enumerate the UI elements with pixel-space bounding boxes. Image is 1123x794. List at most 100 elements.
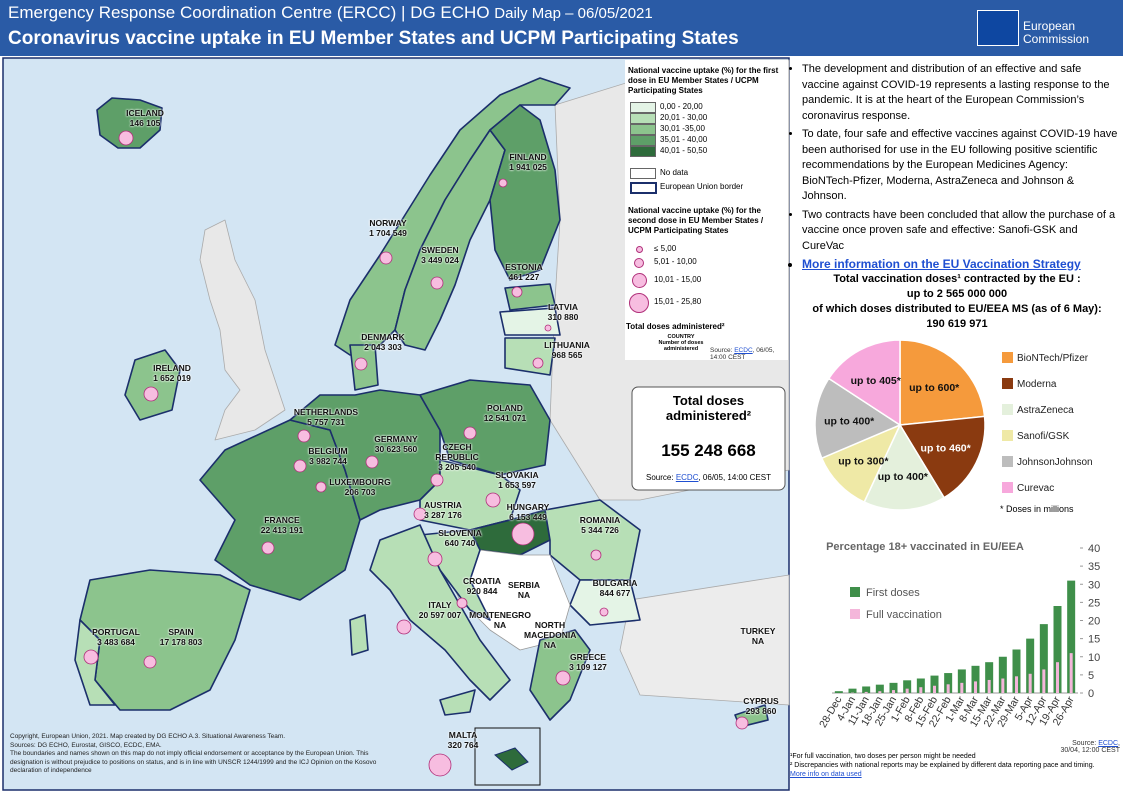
pie-label: up to 400* <box>878 471 929 483</box>
country-name: SLOVENIA <box>438 528 482 538</box>
country-name: GERMANY <box>374 434 418 444</box>
bar <box>864 691 868 693</box>
country-doses: 12 541 071 <box>483 413 527 423</box>
country-doses: 30 623 560 <box>374 444 418 454</box>
dose-circle <box>413 507 427 521</box>
info-link[interactable]: More information on the EU Vaccination S… <box>802 257 1081 271</box>
country-doses: 206 703 <box>344 487 376 497</box>
non-eu-land <box>619 574 790 706</box>
legend-label: 40,01 - 50,50 <box>660 146 708 155</box>
bar <box>987 679 991 693</box>
country-label: MALTA 320 764 <box>423 730 503 750</box>
country-doses: 20 597 007 <box>418 610 462 620</box>
legend-label: 5,01 - 10,00 <box>654 257 697 266</box>
dose-circle <box>428 753 452 777</box>
footnotes: ¹For full vaccination, two doses per per… <box>790 752 1120 779</box>
source-link[interactable]: ECDC <box>734 347 753 354</box>
dose-circle <box>532 357 544 369</box>
legend-label: ≤ 5,00 <box>654 243 677 253</box>
legend-swatch <box>1002 404 1013 415</box>
country-name: MONTENEGRO <box>469 610 531 620</box>
dose-circle <box>315 481 327 493</box>
country-name: AUSTRIA <box>424 500 462 510</box>
country-name: FINLAND <box>509 152 547 162</box>
bar <box>971 665 980 693</box>
bar <box>875 684 884 693</box>
dose-circle <box>83 649 99 665</box>
country-doses: 3 109 127 <box>569 662 607 672</box>
country-label: AUSTRIA 3 287 176 <box>403 500 483 520</box>
y-tick-label: 30 <box>1088 579 1100 591</box>
legend-label: First doses <box>866 587 920 599</box>
legend-swatch <box>630 102 656 113</box>
dose-circle <box>261 541 275 555</box>
country-doses: 3 982 744 <box>309 456 347 466</box>
bar <box>905 688 909 693</box>
legend-sample: COUNTRY Number of doses administered <box>656 334 706 352</box>
country-name: HUNGARY <box>506 502 550 512</box>
bar <box>834 691 843 693</box>
legend-swatch <box>630 135 656 146</box>
bar <box>933 685 936 693</box>
country-doses: 293 860 <box>745 706 777 716</box>
dose-circle <box>430 276 444 290</box>
bar <box>1026 638 1035 693</box>
country-label: CZECH REPUBLIC 3 205 540 <box>431 442 483 472</box>
legend-label: AstraZeneca <box>1017 405 1074 416</box>
country-doses: 2 043 303 <box>364 342 402 352</box>
bar <box>1056 662 1059 693</box>
country-label: LATVIA 310 880 <box>523 302 603 322</box>
pie-slice <box>814 377 902 460</box>
source-link[interactable]: ECDC <box>1098 740 1119 747</box>
bar <box>1067 580 1076 693</box>
country-label: NETHERLANDS 5 757 731 <box>286 407 366 427</box>
bullet: More information on the EU Vaccination S… <box>802 257 1120 273</box>
pie-label: up to 400* <box>824 415 875 427</box>
non-eu-land <box>199 219 286 441</box>
copyright: Copyright, European Union, 2021. Map cre… <box>10 733 380 776</box>
land-shape <box>569 579 641 626</box>
bullet: To date, four safe and effective vaccine… <box>802 127 1120 205</box>
country-doses: 3 449 024 <box>421 255 459 265</box>
country-name: SWEDEN <box>421 245 459 255</box>
country-doses: 310 880 <box>547 312 579 322</box>
country-doses: 640 740 <box>444 538 476 548</box>
header: Emergency Response Coordination Centre (… <box>0 0 1123 56</box>
source: , <box>1118 740 1120 747</box>
y-tick-label: 25 <box>1088 597 1100 609</box>
total-source: Source: ECDC, 06/05, 14:00 CEST <box>632 473 785 482</box>
source: Source: <box>710 347 735 354</box>
country-label: NORWAY 1 704 549 <box>348 218 428 238</box>
inset-land <box>494 747 529 771</box>
country-label: IRELAND 1 652 019 <box>132 363 212 383</box>
source: Source: <box>1072 740 1099 747</box>
size-symbol <box>634 258 644 268</box>
bar <box>1042 669 1046 693</box>
legend-label: 35,01 - 40,00 <box>660 135 708 144</box>
country-name: PORTUGAL <box>92 627 140 637</box>
logo-line: European <box>1023 19 1076 33</box>
country-label: ICELAND 146 105 <box>105 108 185 128</box>
header-org: Emergency Response Coordination Centre (… <box>8 3 653 23</box>
dose-circle <box>143 655 157 669</box>
country-name: TURKEY <box>740 626 776 636</box>
total-value: 155 248 668 <box>661 441 756 460</box>
country-name: CROATIA <box>462 576 502 586</box>
bar <box>946 684 950 693</box>
country-label: DENMARK 2 043 303 <box>343 332 423 352</box>
bar <box>878 691 882 693</box>
dose-circle <box>365 455 379 469</box>
country-name: SLOVAKIA <box>495 470 539 480</box>
bar <box>916 678 925 693</box>
bar <box>1069 653 1073 693</box>
pie-slice <box>899 339 986 426</box>
bar <box>944 673 953 693</box>
country-label: HUNGARY 6 153 449 <box>488 502 568 522</box>
country-name: LUXEMBOURG <box>329 477 391 487</box>
country-name: NORWAY <box>369 218 407 228</box>
bar <box>848 688 857 693</box>
land-shape <box>394 129 506 351</box>
source-link[interactable]: ECDC <box>675 473 699 482</box>
footnote-link[interactable]: More info on data used <box>790 771 862 778</box>
